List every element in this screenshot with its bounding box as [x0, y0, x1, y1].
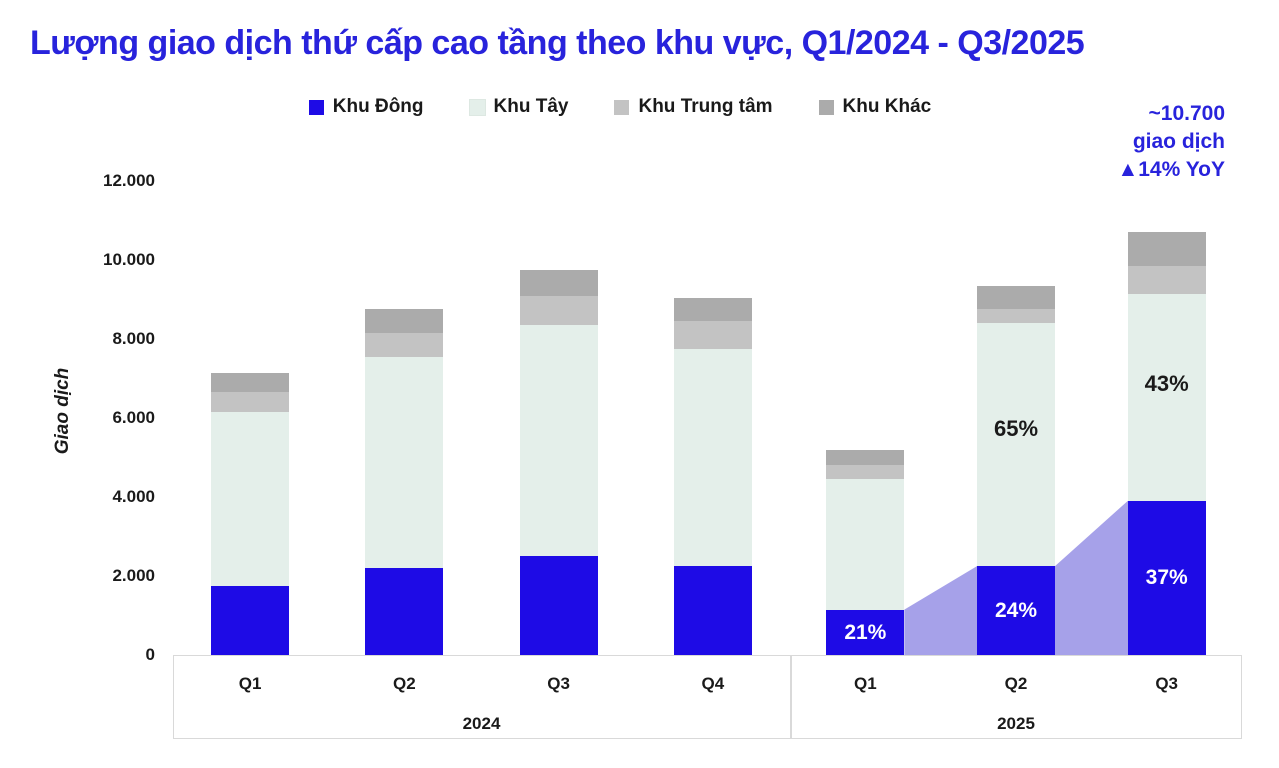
bar-q1-2024-segment-khu-tây	[211, 412, 290, 586]
bar-q1-2025-segment-khu-khác	[826, 449, 905, 466]
percent-label: 21%	[844, 620, 887, 644]
kpi-value: ~10.700	[1148, 102, 1226, 125]
x-axis-group-divider	[790, 655, 792, 739]
x-axis-quarter-label: Q1	[853, 674, 877, 693]
y-axis-tick-label: 12.000	[103, 171, 155, 190]
legend-item: Khu Khác	[818, 96, 932, 118]
x-axis-quarter-label: Q2	[1004, 674, 1028, 693]
bar-q1-2025-segment-khu-trung-tâm	[826, 465, 905, 480]
bar-q1-2024-segment-khu-trung-tâm	[211, 392, 290, 413]
legend-swatch-khu-trung-tâm	[614, 99, 630, 115]
bar-q1-2025-segment-khu-tây	[826, 479, 905, 610]
bar-q2-2025-segment-khu-tây	[977, 323, 1055, 567]
legend-label: Khu Đông	[332, 96, 424, 117]
bar-q4-2024-segment-khu-trung-tâm	[673, 321, 752, 349]
x-axis-quarter-label: Q3	[1155, 674, 1178, 693]
percent-label: 24%	[994, 599, 1038, 623]
bar-q4-2024-segment-khu-khác	[673, 297, 752, 322]
bar-q4-2024-segment-khu-tây	[673, 348, 752, 567]
legend-label: Khu Khác	[842, 96, 932, 117]
y-axis-tick-label: 6.000	[112, 408, 155, 427]
bar-q4-2024-segment-khu-đông	[673, 566, 752, 655]
bar-q3-2025-segment-khu-đông	[1127, 500, 1206, 655]
y-axis-tick-label: 0	[145, 645, 155, 664]
legend-item: Khu Trung tâm	[614, 96, 773, 118]
bar-q2-2025-segment-khu-đông	[977, 566, 1055, 655]
bar-q3-2024-segment-khu-khác	[519, 269, 598, 296]
legend: Khu Đông Khu Tây Khu Trung tâm Khu Khác	[170, 96, 1070, 118]
bar-q2-2024-segment-khu-trung-tâm	[365, 333, 444, 357]
percent-label: 65%	[993, 415, 1039, 441]
legend-item: Khu Tây	[468, 96, 569, 118]
bar-q2-2025-segment-khu-khác	[977, 285, 1055, 310]
x-axis-category-box	[173, 655, 1242, 739]
bar-q2-2024-segment-khu-tây	[365, 356, 444, 569]
kpi-annotation: ~10.700 giao dịch ▲14% YoY	[1117, 100, 1225, 184]
bar-q2-2024-segment-khu-đông	[365, 568, 444, 655]
legend-label: Khu Tây	[493, 96, 569, 117]
y-axis-tick-label: 8.000	[112, 329, 155, 348]
legend-swatch-khu-khác	[818, 99, 834, 115]
bar-q3-2025-segment-khu-khác	[1127, 232, 1206, 266]
bar-q1-2024-segment-khu-đông	[211, 585, 290, 655]
x-axis-quarter-label: Q3	[547, 674, 570, 693]
bar-q1-2025-segment-khu-đông	[826, 609, 905, 655]
x-axis-year-label: 2024	[462, 714, 501, 733]
bar-q2-2025-segment-khu-trung-tâm	[977, 309, 1055, 324]
bar-q3-2024-segment-khu-trung-tâm	[519, 295, 598, 326]
bar-q3-2025-segment-khu-trung-tâm	[1127, 265, 1206, 294]
x-axis-quarter-label: Q1	[238, 674, 262, 693]
chart-title: Lượng giao dịch thứ cấp cao tầng theo kh…	[30, 24, 1085, 62]
kpi-yoy: ▲14% YoY	[1117, 158, 1225, 181]
bar-q2-2024-segment-khu-khác	[365, 309, 444, 334]
legend-swatch-khu-tây	[468, 98, 486, 116]
x-axis-quarter-label: Q2	[393, 674, 416, 693]
x-axis-year-label: 2025	[997, 714, 1035, 733]
y-axis-tick-label: 2.000	[112, 566, 155, 585]
percent-label: 43%	[1144, 370, 1189, 396]
bar-q3-2024-segment-khu-đông	[519, 556, 598, 655]
legend-label: Khu Trung tâm	[638, 96, 773, 117]
x-axis-quarter-label: Q4	[701, 674, 725, 693]
bar-q3-2025-segment-khu-tây	[1127, 293, 1206, 501]
percent-label: 37%	[1145, 566, 1188, 590]
legend-item: Khu Đông	[308, 96, 424, 118]
kpi-unit: giao dịch	[1132, 130, 1225, 153]
bar-q1-2024-segment-khu-khác	[211, 372, 290, 393]
y-axis-tick-label: 4.000	[112, 487, 155, 506]
legend-swatch-khu-đông	[308, 99, 324, 115]
bar-q3-2024-segment-khu-tây	[519, 325, 598, 557]
y-axis-tick-label: 10.000	[103, 250, 155, 269]
